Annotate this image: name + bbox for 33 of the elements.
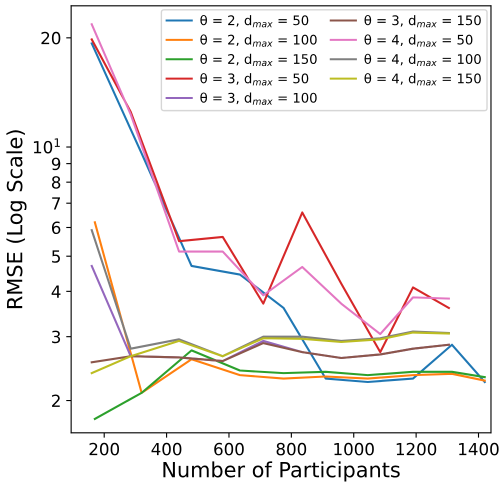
x-tick-label: 1400 xyxy=(459,442,499,456)
y-axis-title: RMSE (Log Scale) xyxy=(6,130,27,308)
y-tick-label: 6 xyxy=(52,221,60,234)
x-tick-label: 800 xyxy=(276,442,306,456)
x-axis-title: Number of Participants xyxy=(163,461,400,482)
legend-label: θ = 2, d$_{max}$ = 100 xyxy=(200,34,317,47)
x-tick-label: 400 xyxy=(151,442,182,456)
line-series xyxy=(90,342,450,364)
legend-label: θ = 4, d$_{max}$ = 100 xyxy=(364,54,481,66)
legend-label: θ = 2, d$_{max}$ = 50 xyxy=(200,14,308,28)
x-tick-label: 200 xyxy=(90,442,120,456)
y-tick-label: 3 xyxy=(52,330,60,344)
line-series xyxy=(94,221,486,394)
y-tick-label: 5 xyxy=(52,250,60,263)
y-tick-label: 10$^{1}$ xyxy=(34,138,60,154)
y-tick-label: 9 xyxy=(52,158,60,170)
legend-label: θ = 3, d$_{max}$ = 150 xyxy=(364,14,481,28)
line-series xyxy=(90,229,450,358)
legend-label: θ = 3, d$_{max}$ = 50 xyxy=(200,73,308,86)
line-series xyxy=(90,331,450,374)
x-tick-label: 600 xyxy=(214,442,244,456)
x-tick-label: 1200 xyxy=(396,442,436,456)
y-tick-label: 20 xyxy=(41,32,60,44)
y-tick-label: 2 xyxy=(52,394,60,407)
x-tick-label: 1000 xyxy=(334,442,374,456)
y-tick-label: 8 xyxy=(52,176,60,189)
y-tick-label: 4 xyxy=(52,286,60,298)
legend-label: θ = 4, d$_{max}$ = 150 xyxy=(364,73,481,86)
legend-label: θ = 2, d$_{max}$ = 150 xyxy=(200,54,317,66)
legend-label: θ = 3, d$_{max}$ = 100 xyxy=(200,92,317,105)
y-tick-label: 7 xyxy=(52,197,60,210)
line-series xyxy=(94,349,486,420)
legend-label: θ = 4, d$_{max}$ = 50 xyxy=(364,34,472,47)
